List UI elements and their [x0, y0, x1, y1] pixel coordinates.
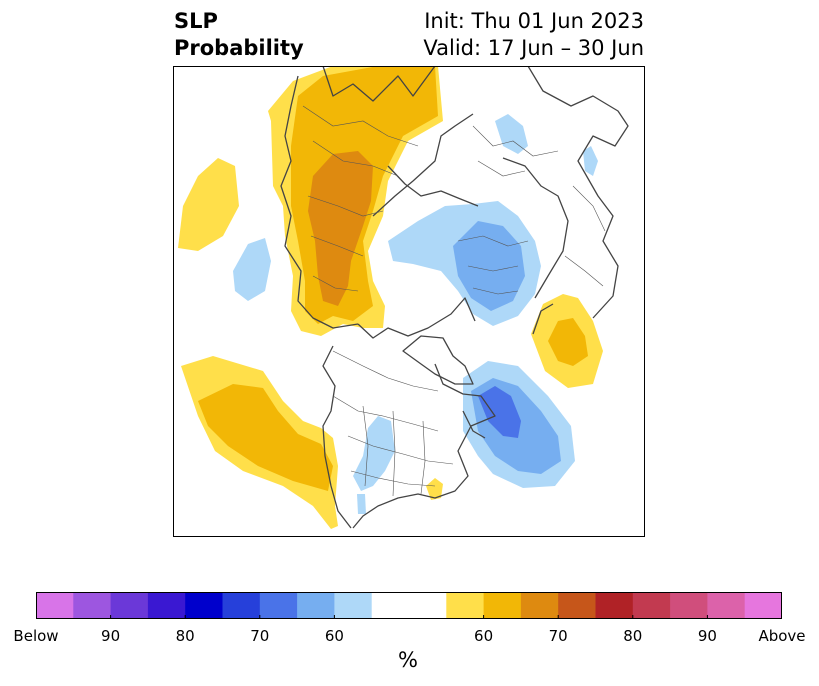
above-region-pacific-core — [198, 384, 333, 491]
colorbar-segment — [446, 592, 485, 619]
colorbar-tick-label: Above — [758, 627, 806, 645]
colorbar-tick-label: 80 — [623, 627, 643, 645]
colorbar-segment — [36, 592, 74, 619]
title-slp: SLP — [174, 9, 218, 33]
below-region-asia-east — [583, 146, 598, 176]
colorbar-tick-label: Below — [13, 627, 59, 645]
chart-title-right: Init: Thu 01 Jun 2023 Valid: 17 Jun – 30… — [423, 8, 644, 62]
below-region-arctic-core — [453, 221, 525, 311]
colorbar-segment — [147, 592, 186, 619]
probability-map — [173, 66, 645, 537]
chart-title-left: SLP Probability — [174, 8, 304, 62]
colorbar-segment — [185, 592, 223, 619]
above-region-eurasia-core — [308, 151, 373, 306]
colorbar-segment — [334, 592, 373, 619]
colorbar-tick-label: 80 — [175, 627, 195, 645]
colorbar-segment — [483, 592, 522, 619]
title-probability: Probability — [174, 36, 304, 60]
political-borders — [302, 105, 606, 497]
colorbar-segment — [409, 592, 447, 619]
colorbar-tick-label: 60 — [324, 627, 344, 645]
below-region-north-pacific — [233, 238, 271, 301]
colorbar-tick-label: 70 — [548, 627, 568, 645]
colorbar — [36, 592, 782, 619]
above-region-atlantic-core — [548, 318, 588, 366]
colorbar-segment — [222, 592, 261, 619]
coastlines — [280, 66, 629, 529]
colorbar-segment — [297, 592, 335, 619]
below-region-us-small — [357, 494, 366, 514]
above-region-gulf — [426, 478, 443, 500]
colorbar-label: % — [398, 648, 418, 672]
colorbar-tick-label: 70 — [250, 627, 270, 645]
colorbar-segment — [371, 592, 410, 619]
colorbar-tick-label: 60 — [474, 627, 494, 645]
colorbar-segment — [707, 592, 746, 619]
colorbar-segment — [595, 592, 634, 619]
above-region-west-pacific — [178, 158, 239, 251]
colorbar-segment — [73, 592, 112, 619]
colorbar-segment — [744, 592, 782, 619]
init-date: Init: Thu 01 Jun 2023 — [424, 9, 644, 33]
colorbar-tick-label: 90 — [697, 627, 717, 645]
colorbar-segment — [110, 592, 149, 619]
below-region-europe — [495, 114, 528, 154]
colorbar-segment — [259, 592, 298, 619]
below-region-canada-core — [478, 386, 521, 438]
colorbar-tick-label: 90 — [101, 627, 121, 645]
colorbar-border — [36, 592, 782, 619]
below-region-us-central — [353, 416, 395, 491]
colorbar-segment — [670, 592, 708, 619]
colorbar-segment — [632, 592, 671, 619]
colorbar-segment — [520, 592, 559, 619]
colorbar-segment — [558, 592, 596, 619]
valid-range: Valid: 17 Jun – 30 Jun — [423, 36, 644, 60]
